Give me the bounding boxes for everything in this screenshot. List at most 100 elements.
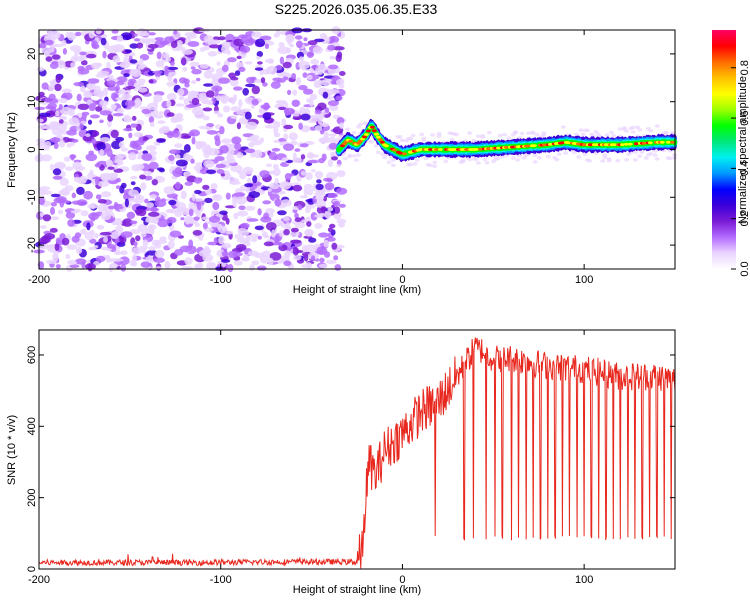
signal-halo-blob [617, 127, 623, 131]
spectrogram-noise-blob [118, 88, 126, 95]
spectrogram-noise-blob [62, 88, 72, 94]
spectrogram-noise-blob [300, 113, 311, 121]
signal-core-blob [360, 137, 365, 141]
spectrogram-noise-blob [240, 222, 250, 229]
spectrogram-noise-blob [323, 195, 328, 202]
spectrogram-noise-blob [303, 88, 314, 95]
spectrogram-noise-blob [125, 85, 136, 90]
spectrogram-noise-blob [266, 66, 271, 75]
spectrogram-noise-blob [323, 177, 333, 182]
spectrogram-noise-blob [212, 194, 223, 201]
spectrogram-noise-blob [123, 116, 133, 123]
spectrogram-noise-blob [116, 177, 121, 183]
signal-halo-blob [432, 164, 438, 168]
spectrogram-noise-blob [102, 87, 109, 97]
spectrogram-noise-blob [316, 179, 322, 184]
signal-halo-blob [443, 159, 449, 164]
spectrogram-marks [33, 26, 678, 273]
spectrogram-noise-blob [68, 117, 80, 126]
snr-x-label: Height of straight line (km) [293, 584, 421, 596]
spectrogram-noise-blob [283, 229, 290, 236]
spectrogram-noise-blob [151, 179, 158, 186]
spectrogram-noise-blob [298, 56, 304, 62]
spectrogram-noise-blob [73, 176, 81, 183]
spectrogram-noise-blob [55, 196, 67, 203]
spectrogram-noise-blob [251, 260, 260, 266]
spectrogram-noise-blob [179, 245, 192, 253]
spectrogram-noise-blob [277, 242, 284, 247]
spectrogram-noise-blob [284, 107, 290, 116]
spectrogram-noise-blob [195, 77, 201, 82]
spectrogram-noise-blob [332, 46, 345, 51]
spectrogram-noise-blob [133, 132, 144, 138]
spectrogram-noise-blob [169, 230, 182, 238]
x-tick-label: 100 [575, 274, 593, 286]
spectrogram-noise-blob [99, 231, 112, 236]
spectrogram-noise-blob [82, 135, 95, 142]
spectrogram-noise-blob [146, 145, 157, 151]
spectrogram-noise-blob [219, 145, 229, 154]
signal-halo-blob [652, 153, 658, 157]
spectrogram-noise-blob [106, 159, 113, 166]
spectrogram-noise-blob [79, 56, 85, 62]
signal-halo-blob [467, 131, 473, 135]
spectrogram-noise-blob [203, 83, 214, 87]
spectrogram-noise-blob [327, 44, 336, 51]
spectrogram-noise-blob [119, 256, 130, 266]
spectrogram-noise-blob [292, 157, 302, 163]
spectrogram-noise-blob [54, 243, 60, 251]
spectrogram-noise-blob [316, 200, 327, 208]
spectrogram-noise-blob [262, 200, 272, 205]
spectrogram-noise-blob [103, 236, 109, 243]
spectrogram-noise-blob [178, 96, 185, 101]
spectrogram-noise-blob [339, 84, 345, 89]
spectrogram-noise-blob [143, 170, 153, 176]
signal-halo-blob [347, 154, 353, 159]
signal-core-blob [380, 140, 385, 144]
spectrogram-noise-blob [154, 37, 164, 41]
spectrogram-noise-blob [146, 250, 158, 256]
spectrogram-noise-blob [296, 77, 301, 86]
spectrogram-noise-blob [292, 116, 302, 120]
spectrogram-noise-blob [112, 55, 121, 63]
signal-halo-blob [595, 132, 601, 137]
spectrogram-noise-blob [89, 169, 94, 176]
signal-core-blob [434, 148, 439, 151]
spectrogram-noise-blob [129, 229, 141, 235]
spectrogram-noise-blob [148, 116, 155, 124]
spectrogram-noise-blob [225, 192, 231, 200]
y-tick-label: 600 [26, 346, 38, 364]
signal-halo-blob [624, 129, 630, 133]
spectrogram-noise-blob [280, 199, 292, 207]
spectrogram-noise-blob [37, 140, 47, 148]
spectrogram-noise-blob [115, 136, 125, 142]
spectrogram-noise-blob [130, 181, 136, 186]
spectrogram-noise-blob [321, 79, 332, 87]
spectrogram-noise-blob [54, 83, 62, 92]
spectrogram-noise-blob [247, 177, 252, 184]
spectrogram-noise-blob [283, 143, 295, 151]
signal-halo-blob [534, 132, 540, 137]
signal-halo-blob [342, 156, 348, 161]
signal-halo-blob [523, 153, 529, 157]
spectrogram-noise-blob [62, 48, 67, 55]
spectrogram-noise-blob [256, 56, 261, 60]
spectrogram-noise-blob [34, 106, 46, 111]
y-tick-label: 20 [26, 48, 38, 60]
spectrogram-noise-blob [174, 208, 183, 217]
spectrogram-noise-blob [50, 30, 61, 40]
spectrogram-y-axis: -20 -10 0 10 20 [26, 48, 675, 253]
spectrogram-noise-blob [184, 257, 193, 265]
spectrogram-noise-blob [187, 41, 200, 47]
spectrogram-noise-blob [166, 66, 179, 71]
spectrogram-noise-blob [286, 34, 294, 38]
spectrogram-noise-blob [336, 117, 345, 125]
signal-core-blob [370, 125, 375, 129]
colorbar-label: Normalized spectral amplitude [737, 76, 749, 224]
signal-halo-blob [432, 160, 438, 165]
spectrogram-noise-blob [166, 216, 177, 224]
spectrogram-noise-blob [109, 264, 113, 273]
spectrogram-noise-blob [39, 112, 51, 118]
signal-halo-blob [414, 158, 420, 162]
